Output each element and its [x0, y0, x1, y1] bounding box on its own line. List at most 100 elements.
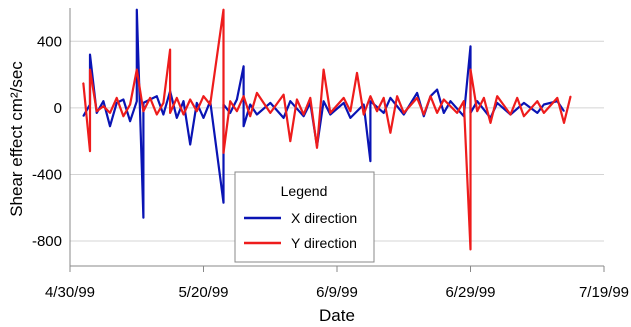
data-point — [449, 100, 452, 102]
y-axis-title: Shear effect cm²/sec — [7, 61, 26, 217]
data-point — [156, 113, 158, 116]
data-point — [416, 92, 418, 94]
data-point — [89, 150, 91, 152]
data-point — [156, 95, 158, 97]
data-point — [169, 49, 171, 51]
data-point — [116, 97, 118, 99]
data-point — [243, 95, 245, 97]
data-point — [229, 112, 231, 114]
data-point — [570, 95, 572, 97]
data-point — [369, 95, 371, 97]
data-point — [396, 95, 398, 97]
data-point — [289, 140, 291, 142]
data-point — [389, 132, 391, 134]
data-point — [176, 117, 178, 119]
data-point — [329, 112, 331, 114]
data-point — [129, 103, 131, 106]
data-point — [222, 152, 225, 154]
data-point — [249, 103, 251, 106]
data-point — [269, 102, 271, 104]
data-point — [456, 112, 458, 114]
data-point — [363, 113, 365, 116]
data-point — [423, 113, 425, 116]
data-point — [443, 112, 445, 114]
data-point — [109, 125, 111, 127]
data-point — [343, 102, 345, 104]
data-point — [303, 113, 305, 116]
data-point — [416, 97, 418, 99]
data-point — [89, 69, 91, 71]
data-point — [403, 113, 405, 116]
data-point — [229, 100, 231, 102]
data-point — [483, 97, 485, 99]
legend-label-y-direction: Y direction — [291, 235, 357, 251]
data-point — [222, 9, 225, 11]
data-point — [383, 112, 385, 114]
data-point — [329, 113, 331, 116]
data-point — [243, 65, 245, 67]
data-point — [309, 97, 311, 99]
data-point — [383, 97, 385, 99]
x-tick-label: 5/20/99 — [178, 284, 228, 301]
data-point — [142, 110, 144, 112]
data-point — [469, 248, 472, 250]
data-point — [363, 103, 365, 106]
x-tick-label: 4/30/99 — [45, 284, 95, 301]
data-point — [102, 100, 104, 102]
data-point — [196, 110, 198, 112]
data-point — [536, 112, 538, 114]
data-point — [249, 115, 251, 117]
data-point — [162, 113, 164, 116]
data-point — [543, 112, 545, 114]
y-tick-label: 400 — [37, 33, 62, 50]
data-point — [96, 110, 98, 112]
data-point — [289, 100, 291, 102]
data-point — [142, 217, 144, 219]
data-point — [316, 147, 318, 149]
data-point — [176, 97, 178, 99]
data-point — [509, 113, 512, 116]
data-point — [423, 115, 425, 117]
data-point — [189, 98, 191, 101]
data-point — [436, 89, 438, 91]
data-point — [489, 122, 492, 124]
data-point — [102, 105, 104, 107]
data-point — [82, 115, 84, 117]
data-point — [536, 100, 538, 102]
data-point — [343, 97, 345, 99]
data-point — [149, 97, 151, 99]
data-point — [349, 117, 351, 119]
data-point — [476, 100, 478, 102]
data-point — [403, 112, 405, 114]
data-point — [169, 112, 171, 114]
legend-title: Legend — [281, 183, 328, 199]
data-point — [202, 117, 205, 119]
data-point — [162, 102, 164, 104]
data-point — [496, 95, 498, 97]
data-point — [283, 117, 285, 119]
data-point — [236, 110, 238, 112]
data-point — [496, 102, 498, 104]
x-tick-labels: 4/30/99 5/20/99 6/9/99 6/29/99 7/19/99 — [45, 266, 629, 301]
data-point — [296, 98, 298, 101]
data-point — [136, 9, 138, 11]
data-point — [122, 98, 124, 101]
data-point — [236, 98, 238, 101]
x-tick-label: 7/19/99 — [579, 284, 629, 301]
data-point — [222, 202, 225, 204]
data-point — [436, 112, 438, 114]
y-tick-label: -800 — [32, 233, 62, 250]
data-point — [136, 100, 138, 102]
data-point — [443, 98, 445, 101]
legend: Legend X direction Y direction — [234, 171, 375, 263]
data-point — [523, 115, 525, 117]
y-tick-label: -400 — [32, 166, 62, 183]
data-point — [196, 102, 198, 104]
data-point — [182, 113, 185, 116]
data-point — [303, 115, 305, 117]
data-point — [476, 110, 478, 112]
data-point — [182, 100, 185, 102]
data-point — [323, 100, 325, 102]
data-point — [349, 110, 351, 112]
